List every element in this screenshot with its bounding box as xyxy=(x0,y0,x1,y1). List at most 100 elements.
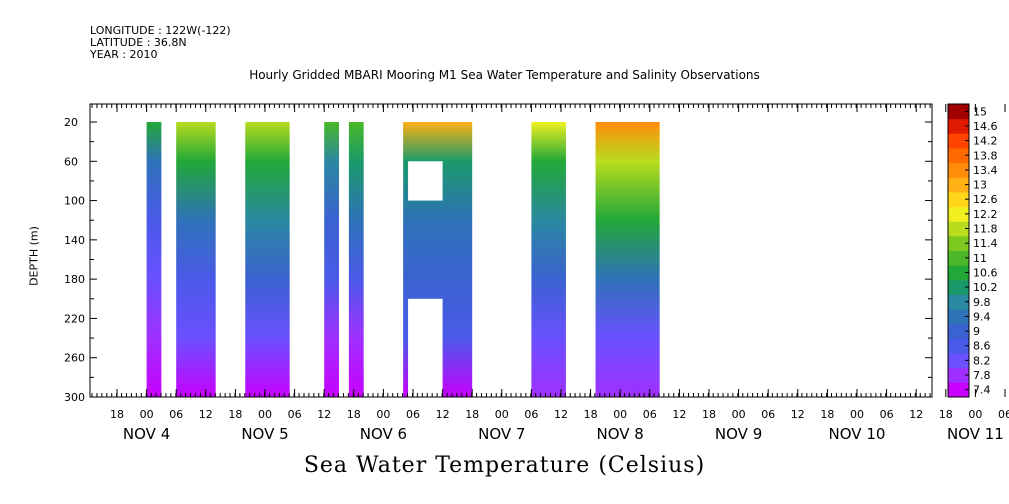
longitude-label: LONGITUDE : 122W(-122) xyxy=(90,24,231,37)
colorbar-tick-label: 13.4 xyxy=(973,164,998,177)
colorbar-tick-label: 12.2 xyxy=(973,208,998,221)
x-tick-label: 18 xyxy=(347,408,361,421)
x-tick-label: 12 xyxy=(436,408,450,421)
data-segment xyxy=(348,122,364,397)
x-tick-label: 12 xyxy=(317,408,331,421)
x-tick-label: 18 xyxy=(939,408,953,421)
colorbar-cell xyxy=(948,118,969,134)
x-day-label: NOV 6 xyxy=(360,425,407,443)
colorbar-cell xyxy=(948,265,969,281)
colorbar-tick-label: 12.6 xyxy=(973,193,998,206)
colorbar-cell xyxy=(948,104,969,120)
x-tick-label: 00 xyxy=(140,408,154,421)
x-tick-label: 00 xyxy=(732,408,746,421)
x-day-label: NOV 5 xyxy=(241,425,288,443)
x-tick-label: 12 xyxy=(199,408,213,421)
chart-title: Hourly Gridded MBARI Mooring M1 Sea Wate… xyxy=(249,68,760,82)
x-tick-label: 18 xyxy=(110,408,124,421)
colorbar-cell xyxy=(948,177,969,193)
x-tick-label: 06 xyxy=(288,408,302,421)
plot-frame xyxy=(89,103,933,398)
x-tick-label: 18 xyxy=(702,408,716,421)
x-tick-label: 00 xyxy=(258,408,272,421)
colorbar-tick-label: 7.8 xyxy=(973,369,991,382)
data-segment xyxy=(324,122,339,397)
x-day-label: NOV 10 xyxy=(829,425,886,443)
colorbar-cell xyxy=(948,147,969,164)
x-tick-label: 00 xyxy=(613,408,627,421)
x-tick-label: 18 xyxy=(228,408,242,421)
data-segment xyxy=(245,122,290,397)
x-day-label: NOV 4 xyxy=(123,425,170,443)
data-segment xyxy=(176,122,216,397)
x-tick-label: 18 xyxy=(465,408,479,421)
colorbar-tick-label: 13.8 xyxy=(973,149,998,162)
colorbar-cell xyxy=(948,323,969,339)
colorbar-tick-label: 10.2 xyxy=(973,281,998,294)
colorbar-cell xyxy=(948,338,969,354)
colorbar-cell xyxy=(948,162,969,178)
y-tick-label: 180 xyxy=(64,273,85,286)
x-day-label: NOV 8 xyxy=(597,425,644,443)
x-tick-label: 12 xyxy=(672,408,686,421)
colorbar-cell xyxy=(948,191,969,208)
colorbar-tick-label: 9.8 xyxy=(973,296,991,309)
y-tick-label: 60 xyxy=(64,155,78,168)
y-tick-label: 260 xyxy=(64,352,85,365)
colorbar-cell xyxy=(948,279,969,295)
data-segment xyxy=(531,122,566,397)
colorbar-title: Sea Water Temperature (Celsius) xyxy=(303,453,706,478)
colorbar-cell xyxy=(948,235,969,251)
colorbar-cell xyxy=(948,353,969,369)
colorbar-tick-label: 10.6 xyxy=(973,266,998,279)
colorbar-cell xyxy=(948,221,969,237)
year-label: YEAR : 2010 xyxy=(90,48,158,61)
x-tick-label: 00 xyxy=(968,408,982,421)
colorbar-cell xyxy=(948,382,969,398)
y-tick-label: 100 xyxy=(64,195,85,208)
colorbar-tick-label: 9.4 xyxy=(973,310,991,323)
x-tick-label: 12 xyxy=(554,408,568,421)
colorbar-cell xyxy=(948,367,969,383)
x-tick-label: 06 xyxy=(643,408,657,421)
colorbar-frame xyxy=(947,103,970,398)
colorbar-cell xyxy=(948,206,969,222)
colorbar-tick-label: 8.2 xyxy=(973,354,991,367)
colorbar-tick-label: 13 xyxy=(973,179,987,192)
x-tick-label: 00 xyxy=(376,408,390,421)
colorbar-tick-label: 14.2 xyxy=(973,135,998,148)
x-tick-label: 06 xyxy=(406,408,420,421)
colorbar-tick-label: 11.4 xyxy=(973,237,998,250)
x-tick-label: 06 xyxy=(169,408,183,421)
missing-data-box xyxy=(408,298,443,397)
x-day-label: NOV 11 xyxy=(947,425,1004,443)
data-segment xyxy=(146,122,162,397)
latitude-label: LATITUDE : 36.8N xyxy=(90,36,187,49)
x-tick-label: 06 xyxy=(524,408,538,421)
x-day-label: NOV 7 xyxy=(478,425,525,443)
colorbar-cell xyxy=(948,133,969,149)
colorbar-tick-label: 9 xyxy=(973,325,980,338)
colorbar-tick-label: 15 xyxy=(973,105,987,118)
x-tick-label: 12 xyxy=(791,408,805,421)
missing-data-box xyxy=(408,161,443,201)
y-tick-label: 300 xyxy=(64,391,85,404)
colorbar-tick-label: 7.4 xyxy=(973,384,991,397)
colorbar-cell xyxy=(948,294,969,310)
x-tick-label: 00 xyxy=(850,408,864,421)
x-tick-label: 12 xyxy=(909,408,923,421)
x-tick-label: 00 xyxy=(495,408,509,421)
x-day-label: NOV 9 xyxy=(715,425,762,443)
x-tick-label: 06 xyxy=(998,408,1009,421)
colorbar-tick-label: 8.6 xyxy=(973,340,991,353)
x-tick-label: 18 xyxy=(820,408,834,421)
y-tick-label: 220 xyxy=(64,312,85,325)
colorbar-tick-label: 11.8 xyxy=(973,223,998,236)
x-tick-label: 06 xyxy=(880,408,894,421)
colorbar-cell xyxy=(948,309,969,325)
data-segment xyxy=(595,122,660,397)
colorbar-tick-label: 11 xyxy=(973,252,987,265)
colorbar-tick-label: 14.6 xyxy=(973,120,998,133)
colorbar-cell xyxy=(948,250,969,266)
